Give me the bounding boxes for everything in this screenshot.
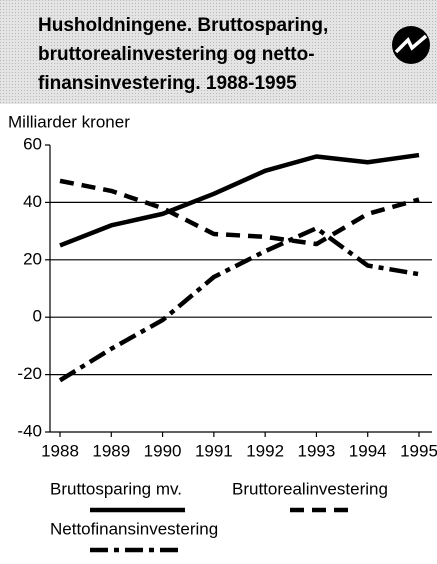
data-line (58, 225, 420, 383)
x-tick-label: 1989 (92, 441, 130, 460)
y-tick-label: -40 (17, 421, 42, 440)
x-tick-label: 1994 (349, 441, 387, 460)
chart-title: finansinvestering. 1988-1995 (38, 73, 297, 94)
data-line (59, 178, 420, 247)
x-tick-label: 1991 (195, 441, 233, 460)
data-line (59, 152, 420, 248)
legend-label: Bruttosparing mv. (50, 479, 182, 498)
y-tick-label: 60 (23, 134, 42, 153)
y-axis-label: Milliarder kroner (8, 112, 130, 131)
x-tick-label: 1993 (298, 441, 336, 460)
legend-label: Nettofinansinvestering (50, 519, 218, 538)
x-tick-label: 1992 (246, 441, 284, 460)
title-box (0, 0, 437, 104)
chart-title: Husholdningene. Bruttosparing, (38, 15, 328, 36)
legend-label: Bruttorealinvestering (232, 479, 388, 498)
y-tick-label: -20 (17, 364, 42, 383)
chart-title: bruttorealinvestering og netto- (38, 44, 315, 65)
x-tick-label: 1988 (41, 441, 79, 460)
y-tick-label: 40 (23, 192, 42, 211)
logo (392, 26, 430, 64)
x-tick-label: 1995 (400, 441, 437, 460)
y-tick-label: 0 (33, 307, 42, 326)
y-tick-label: 20 (23, 249, 42, 268)
x-tick-label: 1990 (144, 441, 182, 460)
